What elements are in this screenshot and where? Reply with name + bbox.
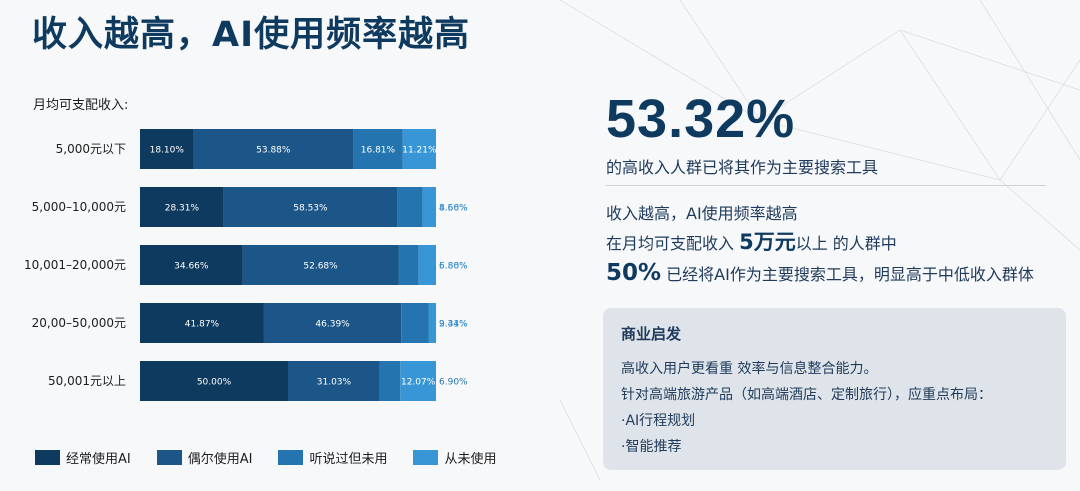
data-label: 34.66% [174,262,209,272]
bar-segment [398,245,419,285]
summary-line-2-suffix: 以上 的人群中 [795,234,897,253]
data-label: 41.87% [185,320,220,330]
divider [606,185,1046,186]
bar-segment [140,187,224,227]
summary-line-2: 在月均可支配收入 5万元以上 的人群中 [606,226,897,256]
insight-line: ·AI行程规划 [621,413,696,429]
insight-line: 针对高端旅游产品（如高端酒店、定制旅行），应重点布局： [621,387,992,403]
data-label: 9.34% [439,320,468,330]
legend-label: 从未使用 [444,452,497,467]
bar-segment [379,361,401,401]
data-label: 4.50% [439,204,468,214]
summary-line-2-prefix: 在月均可支配收入 [606,234,740,253]
insight-title: 商业启发 [621,325,682,343]
bar-segment [401,303,429,343]
highlight-percent: 53.32% [606,89,796,149]
insight-body: 高收入用户更看重 效率与信息整合能力。 针对高端旅游产品（如高端酒店、定制旅行）… [621,356,992,460]
data-label: 8.66% [439,204,468,214]
category-label: 20,00–50,000元 [32,316,126,330]
data-label: 18.10% [150,146,185,156]
insight-line: 高收入用户更看重 效率与信息整合能力。 [621,361,878,377]
bar-segment [140,303,264,343]
data-label: 31.03% [317,378,352,388]
bar-segment [193,129,354,169]
bar-segment [140,361,288,401]
legend-swatch [413,450,439,465]
insight-line: ·智能推荐 [621,439,682,455]
data-label: 6.90% [439,378,468,388]
summary-line-3-emphasis: 50% [606,260,662,286]
legend-item: 经常使用AI [35,448,131,467]
bar-segment [422,187,436,227]
bar-segment [223,187,398,227]
stacked-bar-chart: 5,000元以下 18.10% 53.88% 16.81% 11.21% 5,000–10… [24,129,468,401]
legend-label: 听说过但未用 [309,452,388,467]
bar-segment [353,129,403,169]
data-label: 12.07% [401,378,436,388]
summary-line-3: 50% 已经将AI作为主要搜索工具，明显高于中低收入群体 [606,260,1034,286]
insight-box: 商业启发 高收入用户更看重 效率与信息整合能力。 针对高端旅游产品（如高端酒店、… [603,308,1066,470]
summary-line-2-emphasis: 5万元 [739,230,796,254]
legend-label: 偶尔使用AI [187,452,253,467]
data-label: 52.68% [303,262,338,272]
bar-segment [288,361,380,401]
bar-segment [242,245,399,285]
data-label: 53.88% [256,146,291,156]
bar-segment [418,245,436,285]
bar-segment [400,361,436,401]
data-label: 28.31% [165,204,200,214]
bar-segment [397,187,423,227]
bar-segment [140,129,194,169]
bar-segment [428,303,437,343]
category-label: 50,001元以上 [48,374,126,388]
chart-title: 月均可支配收入: [33,98,129,113]
legend-swatch [35,450,60,465]
page-title: 收入越高，AI使用频率越高 [32,15,471,55]
data-label: 6.80% [439,262,468,272]
data-label: 2.41% [439,320,468,330]
chart-legend: 经常使用AI 偶尔使用AI 听说过但未用 从未使用 [35,448,523,467]
bar-segment [263,303,402,343]
legend-item: 偶尔使用AI [156,448,253,467]
category-label: 10,001–20,000元 [24,258,126,272]
data-label: 50.00% [197,378,232,388]
data-label: 5.86% [439,262,468,272]
data-label: 11.21% [402,146,437,156]
data-label: 46.39% [315,320,350,330]
legend-item: 从未使用 [413,448,497,467]
summary-line-3-suffix: 已经将AI作为主要搜索工具，明显高于中低收入群体 [661,265,1034,284]
bar-segment [140,245,243,285]
highlight-subtitle: 的高收入人群已将其作为主要搜索工具 [606,158,879,177]
category-label: 5,000元以下 [56,142,126,156]
data-label: 58.53% [293,204,328,214]
bar-segment [402,129,436,169]
legend-label: 经常使用AI [66,452,131,467]
category-label: 5,000–10,000元 [32,200,126,214]
data-label: 16.81% [361,146,396,156]
legend-swatch [278,450,304,465]
legend-item: 听说过但未用 [278,448,387,467]
legend-swatch [156,450,182,465]
summary-line-1: 收入越高，AI使用频率越高 [606,204,798,223]
